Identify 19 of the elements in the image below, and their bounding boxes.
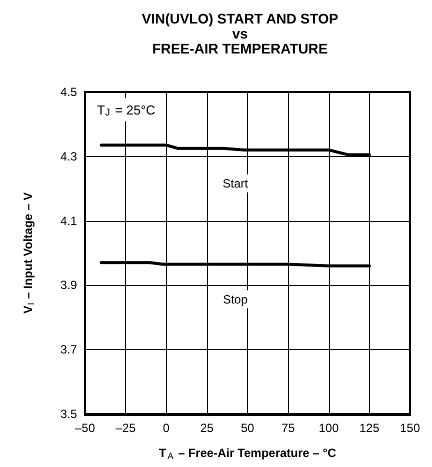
x-tick-label: 100 [318,421,340,435]
text: Stop [222,292,248,306]
chart-title: VIN(UVLO) START AND STOP vs FREE-AIR TEMPERATURE [142,10,338,56]
y-tick-label: 3.5 [60,407,78,421]
x-tick-label: 0 [162,421,170,435]
y-tick-label: 4.1 [60,214,78,228]
y-tick-label: 4.5 [60,85,78,99]
y-axis-title: VI – Input Voltage – V [21,192,36,314]
x-tick-label: –25 [116,421,136,435]
x-tick-label: 150 [400,421,420,435]
y-tick-label: 4.3 [60,149,78,164]
text: Start [222,176,249,190]
x-tick-label: –50 [74,421,96,435]
x-tick-label: 75 [281,421,296,435]
y-tick-label: 3.7 [60,342,78,357]
x-tick-label: 25 [200,421,214,435]
x-tick-label: 50 [240,421,254,435]
y-tick-label: 3.9 [60,278,78,292]
x-tick-label: 125 [359,421,380,435]
